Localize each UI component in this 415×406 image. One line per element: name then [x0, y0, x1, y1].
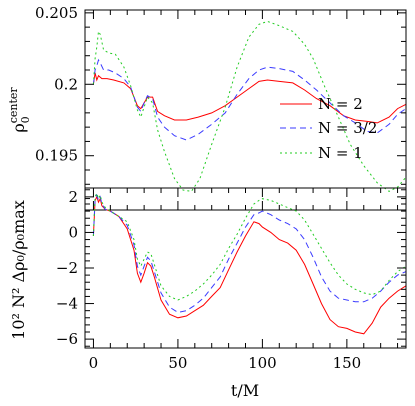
bottom-series-group — [92, 191, 407, 335]
bottom-ytick-label-4: 2 — [68, 188, 78, 206]
top-panel: 0.195 0.2 0.205 ρcenter0 N = 2 N = 3/2 N… — [7, 4, 407, 211]
xtick-label-1: 50 — [168, 354, 187, 372]
bottom-y-tick-labels: −6 −4 −2 0 2 — [56, 188, 78, 348]
legend: N = 2 N = 3/2 N = 1 — [280, 95, 377, 162]
bottom-ytick-label-1: −4 — [56, 295, 78, 313]
bottom-series-line-2 — [92, 191, 407, 301]
bottom-ticks — [85, 188, 406, 348]
top-y-tick-labels: 0.195 0.2 0.205 — [35, 4, 78, 165]
top-series-group — [92, 20, 407, 192]
legend-label-n1: N = 1 — [318, 144, 363, 162]
bottom-series-line-0 — [92, 195, 407, 335]
top-series-line-2 — [92, 20, 407, 192]
legend-label-n3-2: N = 3/2 — [318, 119, 377, 137]
top-ytick-label-2: 0.205 — [35, 4, 78, 22]
bottom-frame — [84, 187, 407, 349]
bottom-series-line-1 — [92, 193, 407, 313]
bottom-ytick-label-0: −6 — [56, 330, 78, 348]
bottom-ytick-label-2: −2 — [56, 259, 78, 277]
xtick-label-3: 150 — [333, 354, 362, 372]
bottom-y-axis-label: 10² N² Δρ₀/ρ₀max — [9, 200, 28, 340]
x-axis-label: t/M — [231, 381, 259, 400]
top-frame — [84, 9, 407, 211]
bottom-panel: −6 −4 −2 0 2 0 50 100 150 t/M 10² N² Δρ₀… — [9, 187, 407, 400]
top-series-line-1 — [92, 58, 407, 141]
top-ticks — [85, 10, 406, 210]
xtick-label-2: 100 — [248, 354, 277, 372]
legend-label-n2: N = 2 — [318, 95, 363, 113]
top-ytick-label-0: 0.195 — [35, 147, 78, 165]
top-ytick-label-1: 0.2 — [54, 75, 78, 93]
xtick-label-0: 0 — [89, 354, 99, 372]
bottom-x-tick-labels: 0 50 100 150 — [89, 354, 362, 372]
bottom-ytick-label-3: 0 — [68, 223, 78, 241]
top-y-axis-label: ρcenter0 — [7, 87, 32, 133]
